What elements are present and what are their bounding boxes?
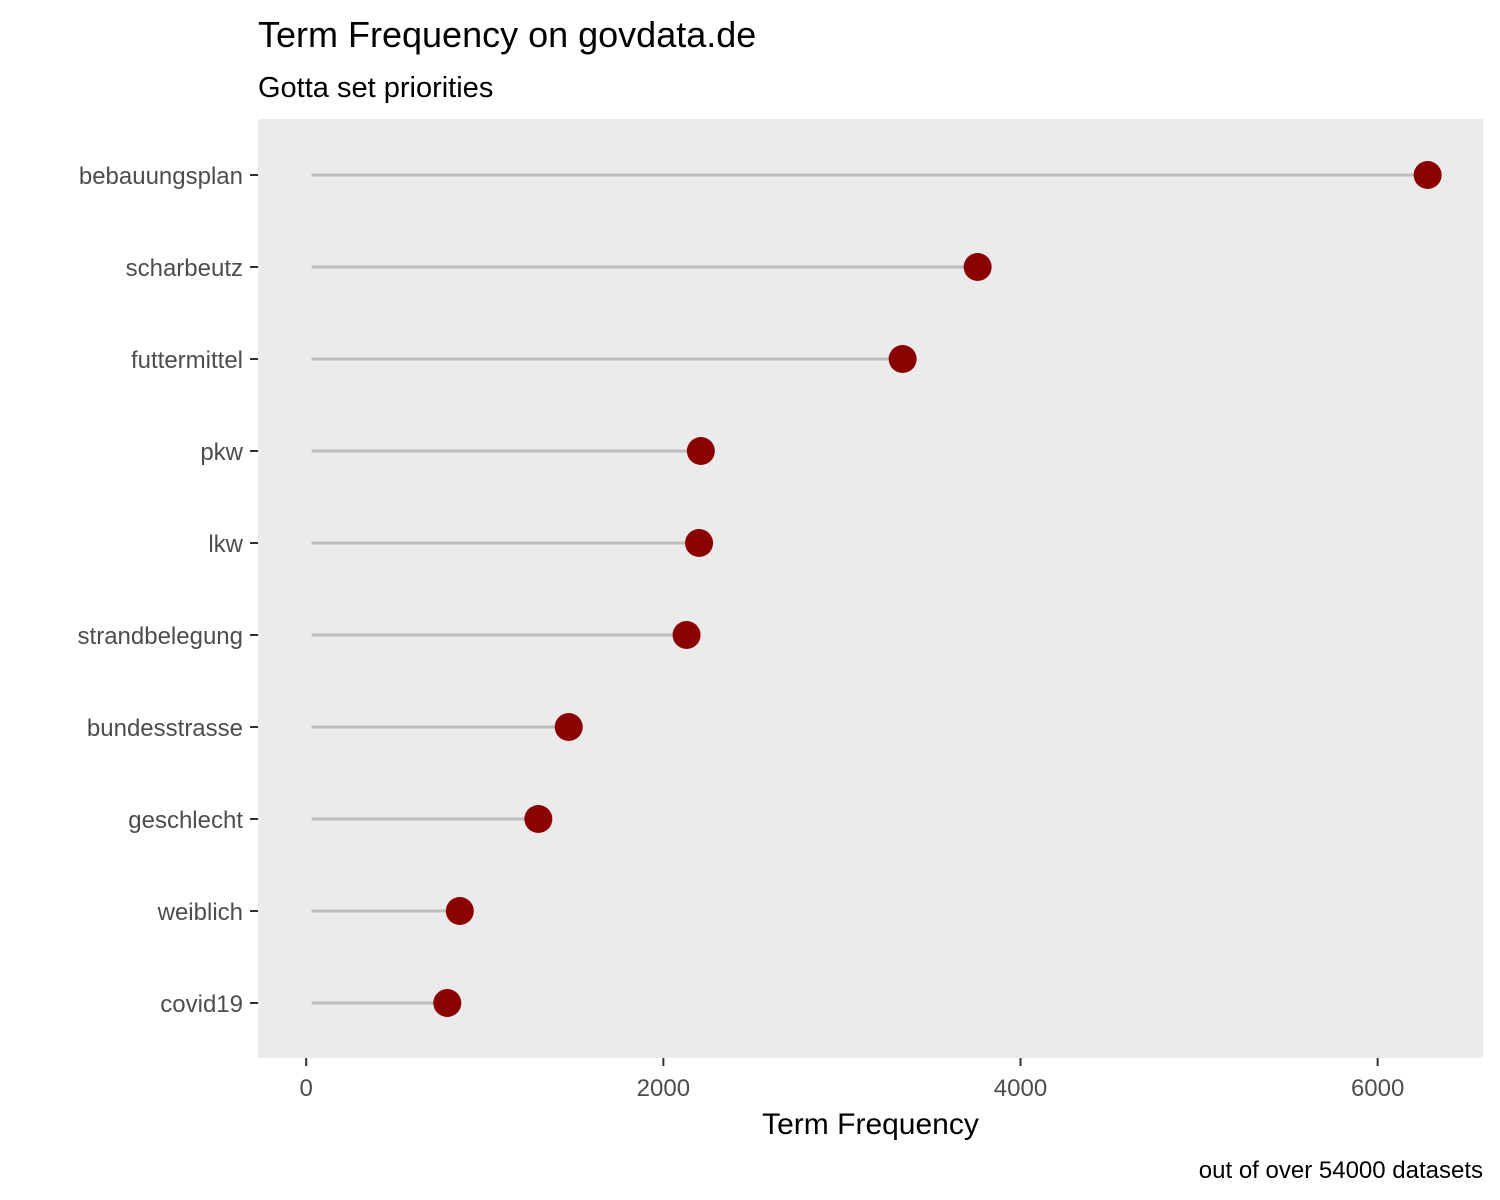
lollipop-point xyxy=(672,621,701,649)
lollipop-point xyxy=(888,345,917,373)
y-tick-label: pkw xyxy=(200,439,243,466)
x-tick-label: 0 xyxy=(300,1075,313,1102)
y-tick-label: lkw xyxy=(208,531,243,558)
y-tick-label: covid19 xyxy=(160,991,243,1018)
y-tick-label: weiblich xyxy=(157,899,243,926)
y-tick-label: strandbelegung xyxy=(78,623,243,650)
lollipop-point xyxy=(963,253,992,281)
lollipop-point xyxy=(554,713,583,741)
lollipop-point xyxy=(445,897,474,925)
chart-marks xyxy=(311,161,1442,1017)
lollipop-point xyxy=(686,437,715,465)
x-tick-label: 6000 xyxy=(1351,1075,1404,1102)
lollipop-point xyxy=(433,989,462,1017)
x-tick-label: 4000 xyxy=(994,1075,1047,1102)
y-tick-label: futtermittel xyxy=(131,347,243,374)
y-tick-label: geschlecht xyxy=(128,807,243,834)
y-axis: bebauungsplan scharbeutz futtermittel pkw lk… xyxy=(78,163,258,1018)
y-tick-label: scharbeutz xyxy=(126,255,243,282)
chart-caption: out of over 54000 datasets xyxy=(1199,1157,1483,1184)
y-tick-label: bebauungsplan xyxy=(79,163,243,190)
lollipop-point xyxy=(524,805,553,833)
x-axis-title: Term Frequency xyxy=(762,1108,979,1141)
x-tick-label: 2000 xyxy=(637,1075,690,1102)
plot-panel xyxy=(258,119,1483,1058)
lollipop-point xyxy=(1413,161,1442,189)
chart-subtitle: Gotta set priorities xyxy=(258,72,493,104)
chart-title: Term Frequency on govdata.de xyxy=(258,14,756,55)
lollipop-point xyxy=(685,529,714,557)
y-tick-label: bundesstrasse xyxy=(87,715,243,742)
x-axis: 0 2000 4000 6000 xyxy=(300,1058,1404,1102)
